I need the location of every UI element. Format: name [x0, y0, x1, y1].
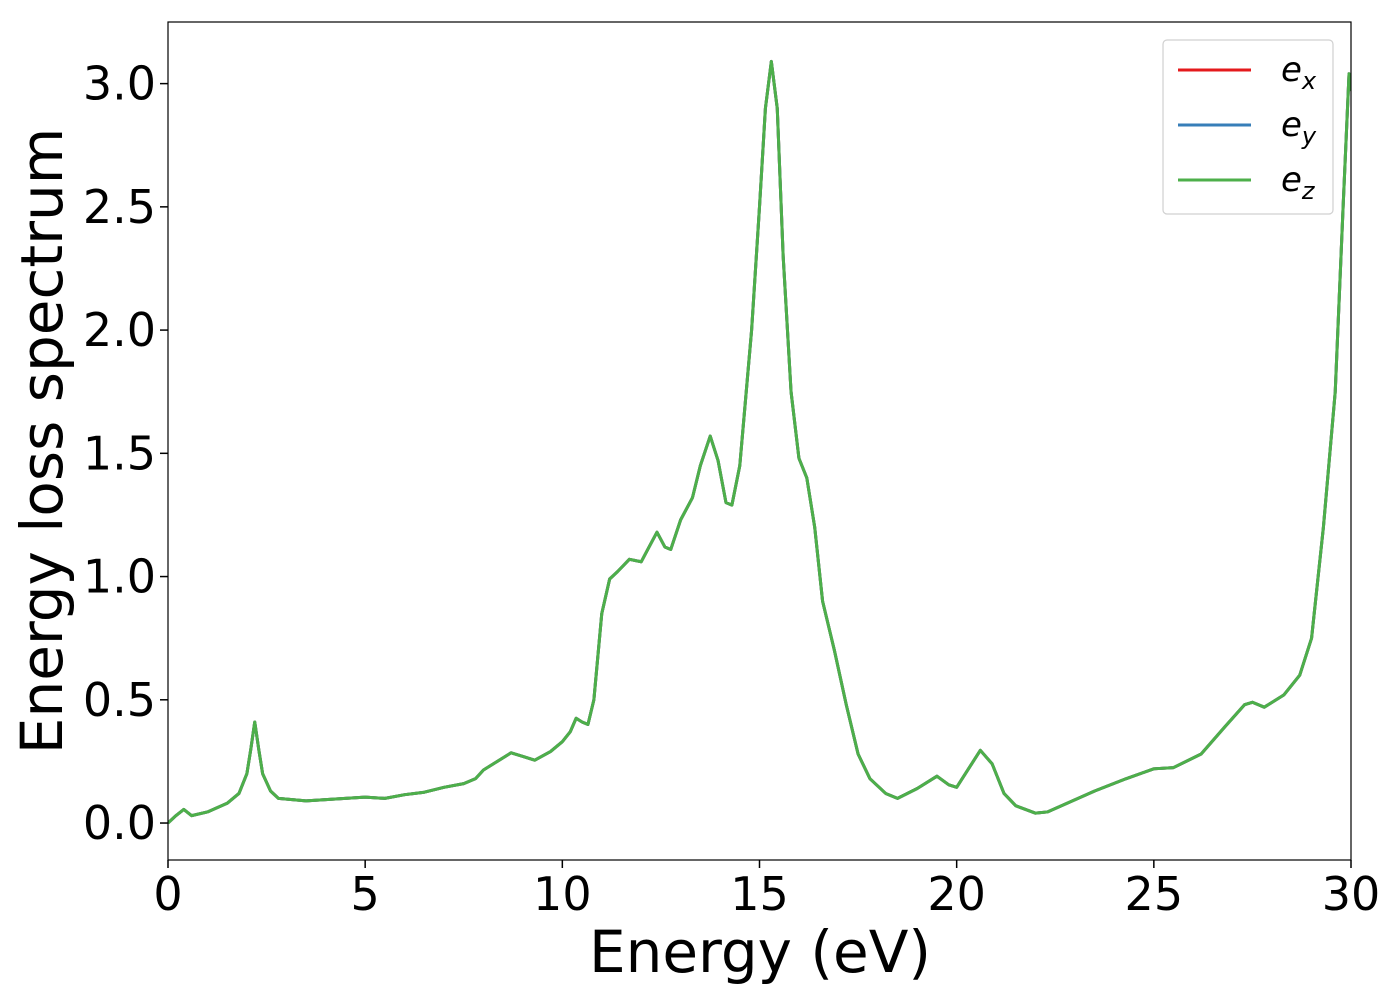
y-tick-label: 0.0: [83, 796, 156, 850]
x-tick-label: 30: [1322, 867, 1381, 921]
y-tick-label: 3.0: [83, 57, 156, 111]
x-tick-label: 0: [153, 867, 182, 921]
x-axis-label: Energy (eV): [589, 918, 931, 986]
legend-box: [1162, 39, 1334, 215]
y-tick-label: 2.0: [83, 303, 156, 357]
x-tick-label: 25: [1125, 867, 1184, 921]
legend-label: ey: [1281, 105, 1317, 150]
x-tick-label: 15: [730, 867, 789, 921]
x-tick-label: 5: [351, 867, 380, 921]
x-tick-label: 10: [533, 867, 592, 921]
y-tick-label: 1.5: [83, 426, 156, 480]
x-tick-label: 20: [927, 867, 986, 921]
y-tick-label: 1.0: [83, 550, 156, 604]
legend-label: ex: [1281, 50, 1317, 95]
y-tick-label: 0.5: [83, 673, 156, 727]
y-axis-label: Energy loss spectrum: [8, 128, 76, 754]
y-tick-label: 2.5: [83, 180, 156, 234]
plot-frame: [167, 21, 1352, 861]
series-line: [168, 59, 1351, 825]
legend-label: ez: [1281, 160, 1316, 205]
